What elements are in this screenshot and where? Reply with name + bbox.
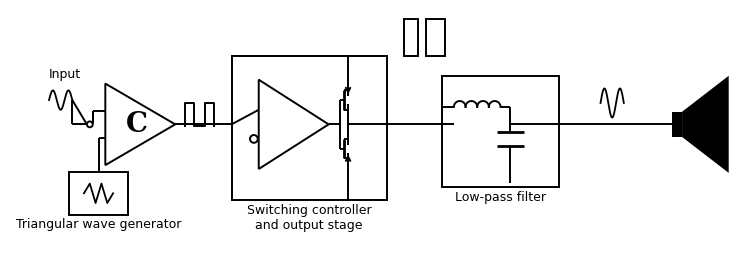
Text: Input: Input [49, 68, 81, 81]
Bar [70, 172, 128, 215]
Bar [426, 20, 445, 56]
Circle shape [250, 135, 258, 143]
Bar [442, 76, 559, 187]
Bar [232, 56, 387, 200]
Polygon shape [682, 76, 729, 173]
Text: C: C [125, 111, 147, 138]
Bar [405, 20, 418, 56]
Text: Switching controller
and output stage: Switching controller and output stage [247, 204, 372, 232]
Text: Triangular wave generator: Triangular wave generator [16, 218, 181, 231]
Circle shape [87, 121, 92, 127]
Text: Low-pass filter: Low-pass filter [455, 191, 546, 204]
Bar [672, 112, 682, 137]
